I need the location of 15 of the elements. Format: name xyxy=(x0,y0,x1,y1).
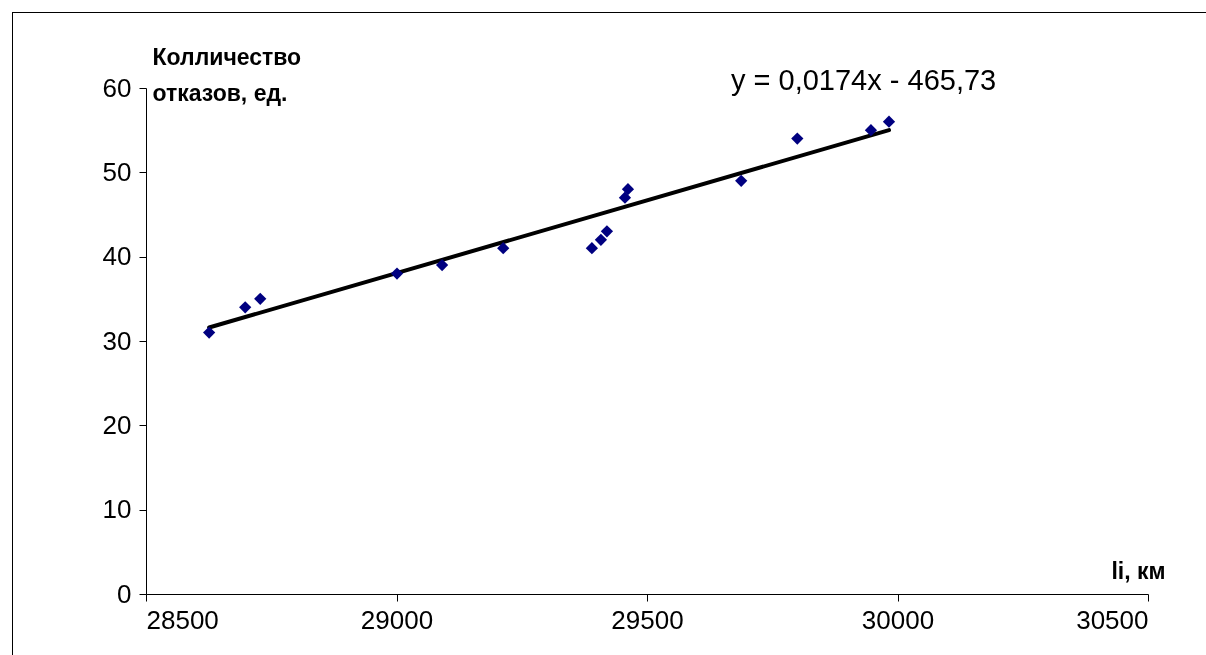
x-axis-title: li, км xyxy=(1111,557,1166,584)
annotation: y = 0,0174x - 465,73 xyxy=(731,64,997,96)
y-tick-label: 0 xyxy=(117,578,132,609)
y-tick-label: 40 xyxy=(102,241,132,272)
y-tick-label: 60 xyxy=(102,72,132,103)
x-tick-label: 29000 xyxy=(360,604,434,635)
x-tick-label: 30500 xyxy=(1076,604,1149,635)
y-tick-label: 30 xyxy=(102,325,132,356)
y-tick-label: 50 xyxy=(102,156,132,187)
x-tick-label: 28500 xyxy=(146,604,219,635)
y-axis-title: Колличество отказов, ед. xyxy=(152,43,302,106)
y-tick-label: 20 xyxy=(102,409,132,440)
x-tick-label: 30000 xyxy=(861,604,935,635)
x-tick-label: 29500 xyxy=(611,604,684,635)
y-tick-label: 10 xyxy=(102,494,132,525)
